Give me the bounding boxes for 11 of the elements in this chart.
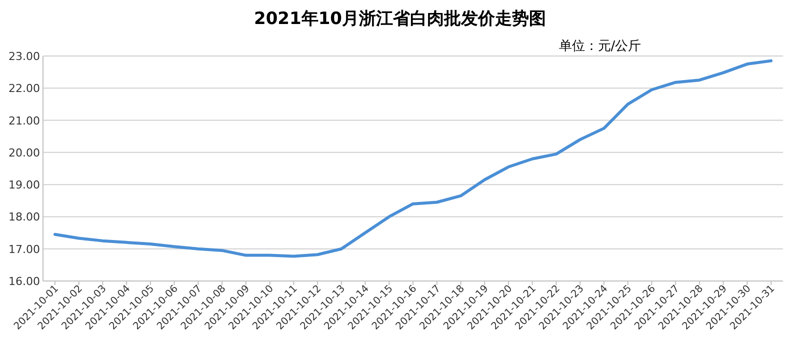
- text: 单位：元/公斤: [558, 39, 642, 54]
- y-tick-label: 23.00: [8, 50, 40, 63]
- y-tick-label: 22.00: [8, 82, 40, 96]
- chart-title: 2021年10月浙江省白肉批发价走势图: [254, 9, 546, 29]
- y-tick-label: 19.00: [8, 178, 40, 192]
- y-tick-label: 20.00: [8, 146, 40, 160]
- y-tick-label: 18.00: [8, 210, 40, 224]
- y-tick-label: 16.00: [8, 275, 40, 288]
- line-series: [53, 59, 773, 258]
- y-tick-label: 17.00: [8, 242, 40, 256]
- y-tick-label: 21.00: [8, 114, 40, 128]
